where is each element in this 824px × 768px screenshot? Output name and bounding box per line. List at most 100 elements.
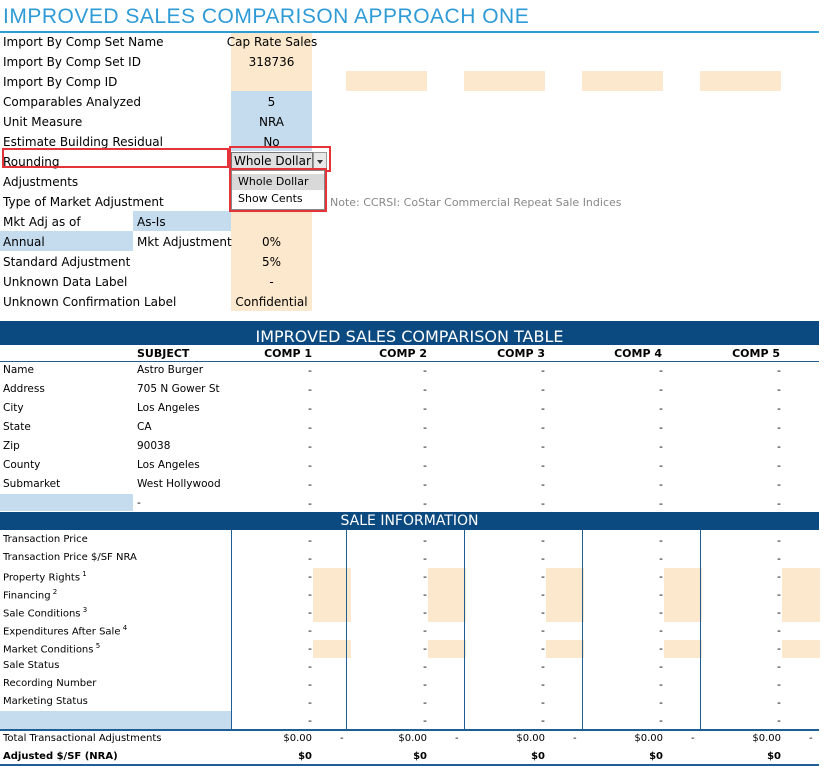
comp4-cell[interactable]: - — [659, 402, 663, 415]
adjustment-input-cell[interactable] — [664, 604, 702, 622]
comp5-sale-cell[interactable]: - — [777, 588, 781, 601]
comp5-sale-cell[interactable]: - — [777, 624, 781, 637]
comp4-sale-cell[interactable]: - — [659, 714, 663, 727]
comp-id-input-3[interactable] — [582, 71, 663, 91]
comp3-sale-cell[interactable]: - — [541, 714, 545, 727]
comp5-sale-cell[interactable]: - — [777, 642, 781, 655]
comp4-cell[interactable]: - — [659, 478, 663, 491]
comp5-cell[interactable]: - — [777, 402, 781, 415]
comp4-cell[interactable]: - — [659, 364, 663, 377]
comp2-cell[interactable]: - — [423, 459, 427, 472]
dropdown-option-whole-dollar[interactable]: Whole Dollar — [232, 174, 324, 190]
import-comp-set-name-value[interactable]: Cap Rate Sales — [226, 35, 318, 49]
adjustment-input-cell[interactable] — [313, 640, 351, 658]
comp1-cell[interactable]: - — [308, 459, 312, 472]
import-comp-id-input[interactable] — [231, 73, 312, 90]
comp3-sale-cell[interactable]: - — [541, 588, 545, 601]
comp2-sale-cell[interactable]: - — [423, 534, 427, 547]
comp4-sale-cell[interactable]: - — [659, 588, 663, 601]
adjustment-input-cell[interactable] — [782, 568, 820, 586]
comp5-sale-cell[interactable]: - — [777, 552, 781, 565]
comp3-cell[interactable]: - — [541, 421, 545, 434]
adjustment-input-cell[interactable] — [428, 568, 466, 586]
adjustment-input-cell[interactable] — [546, 604, 584, 622]
adjustment-input-cell[interactable] — [782, 586, 820, 604]
comp2-cell[interactable]: - — [423, 364, 427, 377]
comp5-sale-cell[interactable]: - — [777, 570, 781, 583]
comp2-sale-cell[interactable]: - — [423, 714, 427, 727]
comp4-sale-cell[interactable]: - — [659, 696, 663, 709]
adjustment-input-cell[interactable] — [664, 586, 702, 604]
comp5-cell[interactable]: - — [777, 421, 781, 434]
comp4-sale-cell[interactable]: - — [659, 606, 663, 619]
estimate-building-residual-value[interactable]: No — [263, 135, 280, 149]
comp1-sale-cell[interactable]: - — [308, 714, 312, 727]
comp2-cell[interactable]: - — [423, 383, 427, 396]
comp-id-input-4[interactable] — [700, 71, 781, 91]
comp5-sale-cell[interactable]: - — [777, 678, 781, 691]
comp1-sale-cell[interactable]: - — [308, 678, 312, 691]
comp1-cell[interactable]: - — [308, 421, 312, 434]
comp3-sale-cell[interactable]: - — [541, 660, 545, 673]
unit-measure-value[interactable]: NRA — [258, 115, 285, 129]
comp2-cell[interactable]: - — [423, 402, 427, 415]
comp3-sale-cell[interactable]: - — [541, 696, 545, 709]
comp1-cell[interactable]: - — [308, 402, 312, 415]
annual-label[interactable]: Annual — [3, 235, 45, 249]
adjustment-input-cell[interactable] — [782, 604, 820, 622]
comp1-sale-cell[interactable]: - — [308, 642, 312, 655]
subject-row-value[interactable]: CA — [137, 421, 152, 433]
comp2-sale-cell[interactable]: - — [423, 588, 427, 601]
comp5-cell[interactable]: - — [777, 383, 781, 396]
comp5-cell[interactable]: - — [777, 497, 781, 510]
comp2-cell[interactable]: - — [423, 440, 427, 453]
comp1-sale-cell[interactable]: - — [308, 696, 312, 709]
subject-row-value[interactable]: Astro Burger — [137, 364, 204, 376]
unknown-confirmation-value[interactable]: Confidential — [235, 295, 308, 309]
comp5-sale-cell[interactable]: - — [777, 606, 781, 619]
comp5-cell[interactable]: - — [777, 364, 781, 377]
import-comp-set-id-value[interactable]: 318736 — [248, 55, 295, 69]
comp1-sale-cell[interactable]: - — [308, 534, 312, 547]
comp4-cell[interactable]: - — [659, 440, 663, 453]
comp2-sale-cell[interactable]: - — [423, 570, 427, 583]
comp1-sale-cell[interactable]: - — [308, 570, 312, 583]
subject-row-value[interactable]: West Hollywood — [137, 478, 221, 490]
comp2-sale-cell[interactable]: - — [423, 642, 427, 655]
comp-id-input-2[interactable] — [464, 71, 545, 91]
comp-id-input-1[interactable] — [346, 71, 427, 91]
comparables-analyzed-value[interactable]: 5 — [267, 95, 276, 109]
comp5-sale-cell[interactable]: - — [777, 660, 781, 673]
comp1-cell[interactable]: - — [308, 364, 312, 377]
comp4-cell[interactable]: - — [659, 497, 663, 510]
unknown-data-value[interactable]: - — [269, 275, 274, 289]
comp1-cell[interactable]: - — [308, 440, 312, 453]
comp1-cell[interactable]: - — [308, 383, 312, 396]
adjustment-input-cell[interactable] — [546, 568, 584, 586]
comp4-sale-cell[interactable]: - — [659, 678, 663, 691]
comp2-cell[interactable]: - — [423, 497, 427, 510]
mkt-adj-as-of-value[interactable]: As-Is — [137, 215, 166, 229]
comp5-cell[interactable]: - — [777, 478, 781, 491]
standard-adjustment-value[interactable]: 5% — [261, 255, 282, 269]
subject-row-value[interactable]: 90038 — [137, 440, 171, 452]
comp5-sale-cell[interactable]: - — [777, 696, 781, 709]
comp3-sale-cell[interactable]: - — [541, 534, 545, 547]
comp2-sale-cell[interactable]: - — [423, 552, 427, 565]
comp1-sale-cell[interactable]: - — [308, 624, 312, 637]
comp4-sale-cell[interactable]: - — [659, 642, 663, 655]
comp2-sale-cell[interactable]: - — [423, 696, 427, 709]
comp2-sale-cell[interactable]: - — [423, 624, 427, 637]
comp4-sale-cell[interactable]: - — [659, 660, 663, 673]
comp3-sale-cell[interactable]: - — [541, 552, 545, 565]
comp4-cell[interactable]: - — [659, 421, 663, 434]
comp1-sale-cell[interactable]: - — [308, 660, 312, 673]
comp2-sale-cell[interactable]: - — [423, 606, 427, 619]
comp3-sale-cell[interactable]: - — [541, 642, 545, 655]
comp5-cell[interactable]: - — [777, 459, 781, 472]
comp3-cell[interactable]: - — [541, 497, 545, 510]
comp3-sale-cell[interactable]: - — [541, 570, 545, 583]
comp3-cell[interactable]: - — [541, 440, 545, 453]
comp5-cell[interactable]: - — [777, 440, 781, 453]
dropdown-option-show-cents[interactable]: Show Cents — [238, 192, 303, 205]
